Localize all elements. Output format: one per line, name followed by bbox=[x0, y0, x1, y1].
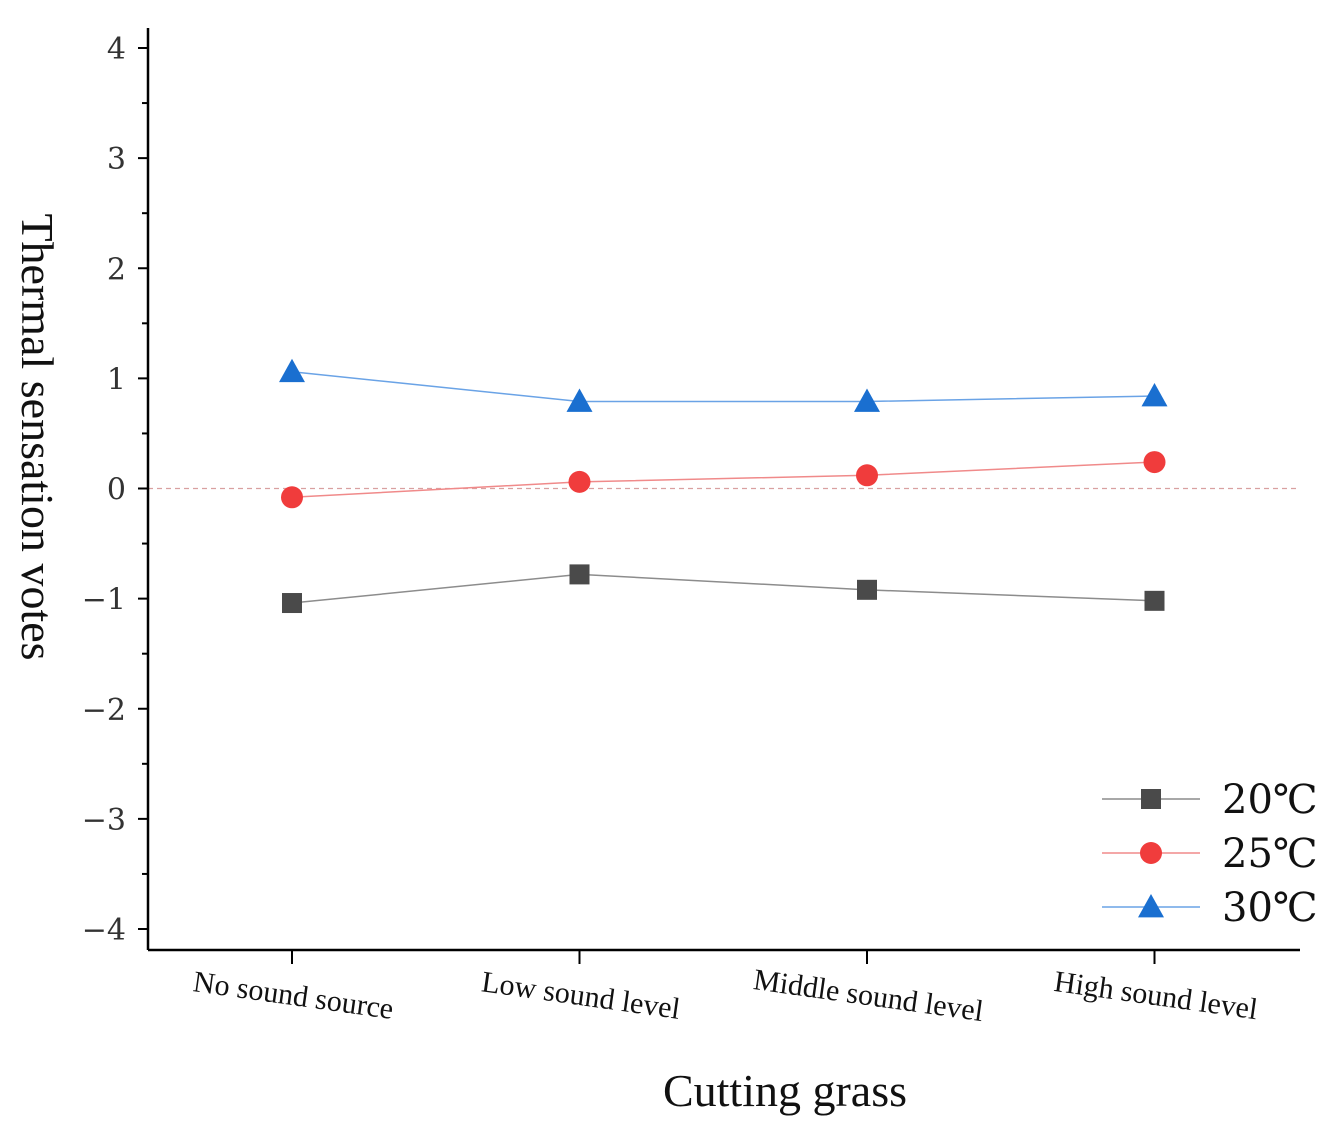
legend-item: 30℃ bbox=[1102, 885, 1318, 931]
y-tick-label: −2 bbox=[82, 693, 126, 728]
legend-label: 25℃ bbox=[1222, 831, 1318, 877]
series-line bbox=[291, 461, 1155, 499]
legend-label: 30℃ bbox=[1222, 885, 1318, 931]
legend-item: 25℃ bbox=[1102, 831, 1318, 877]
y-tick-label: 0 bbox=[107, 473, 126, 508]
x-tick-label: Middle sound level bbox=[751, 963, 985, 1028]
legend-marker bbox=[1140, 842, 1162, 864]
legend-item: 20℃ bbox=[1102, 777, 1318, 823]
y-tick-label: 3 bbox=[107, 142, 126, 177]
legend-label: 20℃ bbox=[1222, 777, 1318, 823]
y-tick-label: −3 bbox=[82, 803, 126, 838]
data-point bbox=[566, 388, 593, 412]
data-point bbox=[1144, 590, 1165, 611]
x-tick-label: No sound source bbox=[191, 965, 395, 1026]
series-line bbox=[291, 371, 1155, 403]
x-tick-label: High sound level bbox=[1052, 965, 1260, 1026]
data-point bbox=[568, 470, 591, 493]
series bbox=[279, 358, 1168, 614]
data-point bbox=[281, 486, 303, 509]
x-tick-label: Low sound level bbox=[480, 965, 683, 1026]
series-line bbox=[291, 573, 1155, 604]
data-point bbox=[279, 358, 305, 383]
data-point bbox=[282, 593, 302, 614]
y-tick-label: −4 bbox=[82, 913, 126, 948]
x-ticks: No sound source Low sound level Middle sou… bbox=[191, 950, 1260, 1028]
y-tick-label: 1 bbox=[107, 362, 126, 397]
data-point bbox=[1143, 451, 1166, 474]
data-point bbox=[854, 388, 880, 412]
series-square bbox=[282, 564, 1165, 614]
data-point bbox=[857, 579, 877, 600]
series-circle bbox=[281, 451, 1166, 509]
y-axis-title: Thermal sensation votes bbox=[12, 213, 63, 660]
data-point bbox=[569, 564, 590, 585]
legend-marker bbox=[1138, 894, 1164, 918]
data-point bbox=[856, 464, 878, 487]
legend-marker bbox=[1141, 789, 1161, 809]
y-tick-label: 2 bbox=[107, 252, 126, 287]
y-tick-label: −1 bbox=[82, 583, 126, 618]
x-axis-title: Cutting grass bbox=[663, 1065, 907, 1116]
y-tick-label: 4 bbox=[107, 32, 126, 67]
data-point bbox=[1141, 382, 1168, 407]
series-triangle bbox=[279, 358, 1168, 412]
y-ticks: −4 −3 −2 −1 0 1 2 3 4 bbox=[82, 32, 148, 948]
legend: 20℃ 25℃ 30℃ bbox=[1102, 777, 1318, 931]
